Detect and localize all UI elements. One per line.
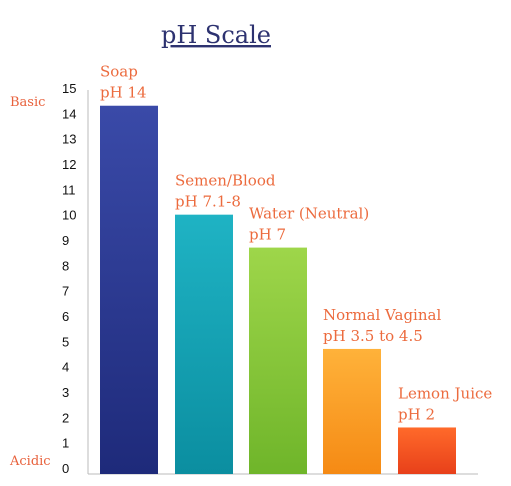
y-tick-label: 10 (62, 208, 76, 223)
bar-3 (323, 348, 381, 474)
bars-group (100, 105, 456, 474)
y-tick-label: 3 (62, 385, 69, 400)
y-tick-label: 2 (62, 410, 69, 425)
bar-label-name: Lemon Juice (398, 384, 492, 402)
y-tick-label: 6 (62, 309, 69, 324)
y-top-label: Basic (10, 95, 45, 110)
bar-label-name: Water (Neutral) (249, 205, 369, 223)
bar-label-ph: pH 3.5 to 4.5 (323, 327, 423, 345)
data-labels-group: Soap pH 14 Semen/Blood pH 7.1-8 Water (Neutr… (100, 63, 492, 424)
bar-2 (249, 247, 307, 474)
bar-0 (100, 105, 158, 474)
y-tick-label: 13 (62, 132, 76, 147)
bar-label-name: Normal Vaginal (323, 306, 441, 324)
bar-label-ph: pH 2 (398, 405, 435, 423)
bar-label-name: Semen/Blood (175, 172, 276, 190)
y-tick-label: 1 (62, 436, 69, 451)
y-tick-label: 15 (62, 81, 76, 96)
y-tick-label: 0 (62, 461, 69, 476)
y-bottom-label: Acidic (9, 454, 51, 469)
bar-label-name: Soap (100, 63, 138, 81)
y-tick-label: 11 (62, 182, 76, 197)
y-tick-label: 7 (62, 284, 69, 299)
bar-4 (398, 427, 456, 474)
y-tick-label: 4 (62, 360, 69, 375)
bar-label-ph: pH 14 (100, 84, 147, 102)
y-tick-label: 5 (62, 334, 69, 349)
y-tick-label: 8 (62, 258, 69, 273)
bar-1 (175, 214, 233, 474)
bar-label-ph: pH 7.1-8 (175, 193, 241, 211)
y-tick-label: 14 (62, 106, 76, 121)
bar-label-ph: pH 7 (249, 226, 286, 244)
y-tick-label: 12 (62, 157, 76, 172)
chart-title: pH Scale (161, 21, 271, 49)
y-tick-label: 9 (62, 233, 69, 248)
